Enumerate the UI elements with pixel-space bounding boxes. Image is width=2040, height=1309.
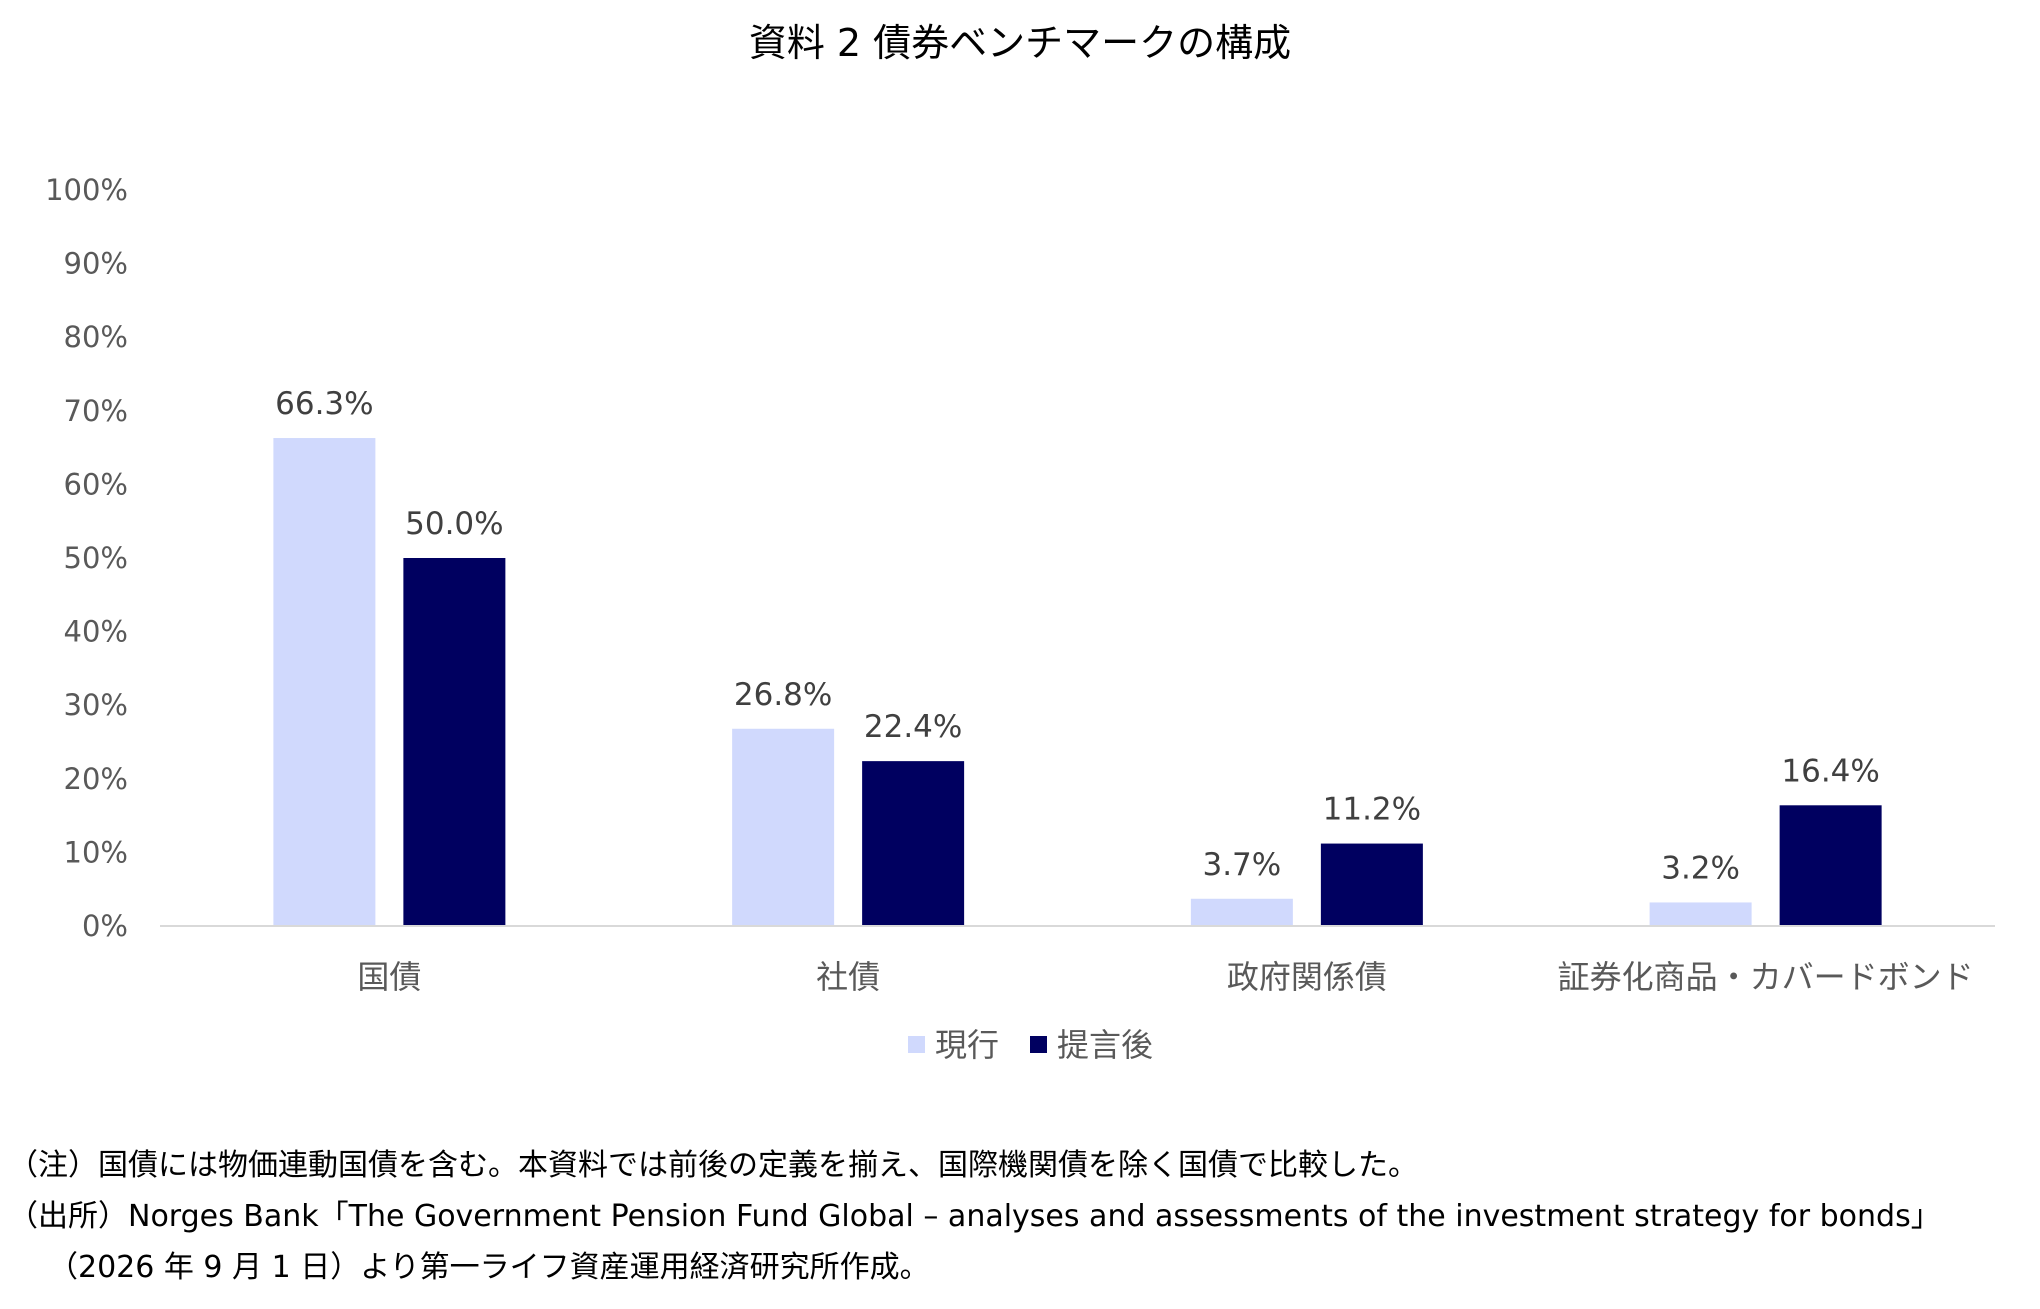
data-label: 22.4% bbox=[864, 709, 962, 745]
y-tick-label: 50% bbox=[64, 541, 128, 575]
bar bbox=[1320, 843, 1423, 926]
y-tick-label: 20% bbox=[64, 762, 128, 796]
data-label: 66.3% bbox=[275, 386, 373, 422]
bars: 66.3% 50.0% 26.8% 22.4% 3.7% 11.2% 3.2% 16.4% bbox=[273, 386, 1882, 926]
bar bbox=[273, 438, 376, 926]
data-label: 26.8% bbox=[734, 677, 832, 713]
note-text: （注）国債には物価連動国債を含む。本資料では前後の定義を揃え、国際機関債を除く国… bbox=[8, 1148, 1418, 1183]
y-tick-label: 30% bbox=[64, 688, 128, 722]
bar bbox=[1190, 898, 1293, 926]
bar bbox=[1779, 805, 1882, 926]
data-label: 16.4% bbox=[1781, 753, 1879, 789]
y-tick-label: 40% bbox=[64, 615, 128, 649]
source-date-text: （2026 年 9 月 1 日）より第一ライフ資産運用経済研究所作成。 bbox=[48, 1250, 930, 1285]
data-label: 3.7% bbox=[1202, 847, 1281, 883]
data-label: 50.0% bbox=[405, 506, 503, 542]
bar-chart: 0% 10% 20% 30% 40% 50% 60% 70% 80% 90% 100% 66.3% 5… bbox=[45, 173, 1995, 1064]
bar bbox=[732, 728, 835, 926]
category-label: 国債 bbox=[357, 958, 421, 996]
legend: 現行 提言後 bbox=[908, 1026, 1153, 1064]
data-label: 11.2% bbox=[1323, 792, 1421, 828]
bar bbox=[403, 558, 506, 926]
y-axis-ticks: 0% 10% 20% 30% 40% 50% 60% 70% 80% 90% 100% bbox=[45, 173, 128, 943]
y-tick-label: 0% bbox=[82, 909, 128, 943]
y-tick-label: 100% bbox=[45, 173, 128, 207]
chart-title: 資料 2 債券ベンチマークの構成 bbox=[748, 21, 1292, 65]
data-label: 3.2% bbox=[1661, 850, 1740, 886]
legend-label: 現行 bbox=[935, 1026, 999, 1064]
y-tick-label: 80% bbox=[64, 320, 128, 354]
category-labels: 国債 社債 政府関係債 証券化商品・カバードボンド bbox=[357, 958, 1973, 996]
y-tick-label: 60% bbox=[64, 467, 128, 501]
footnotes: （注）国債には物価連動国債を含む。本資料では前後の定義を揃え、国際機関債を除く国… bbox=[8, 1140, 2033, 1293]
category-label: 政府関係債 bbox=[1227, 958, 1387, 996]
source-text: （出所）Norges Bank「The Government Pension F… bbox=[8, 1199, 1941, 1234]
y-tick-label: 90% bbox=[64, 247, 128, 281]
y-tick-label: 70% bbox=[64, 394, 128, 428]
legend-swatch bbox=[1030, 1036, 1047, 1053]
y-tick-label: 10% bbox=[64, 835, 128, 869]
bar bbox=[1649, 902, 1752, 926]
category-label: 証券化商品・カバードボンド bbox=[1558, 958, 1974, 996]
legend-label: 提言後 bbox=[1057, 1026, 1153, 1064]
bar bbox=[862, 761, 965, 926]
legend-swatch bbox=[908, 1036, 925, 1053]
category-label: 社債 bbox=[816, 958, 880, 996]
